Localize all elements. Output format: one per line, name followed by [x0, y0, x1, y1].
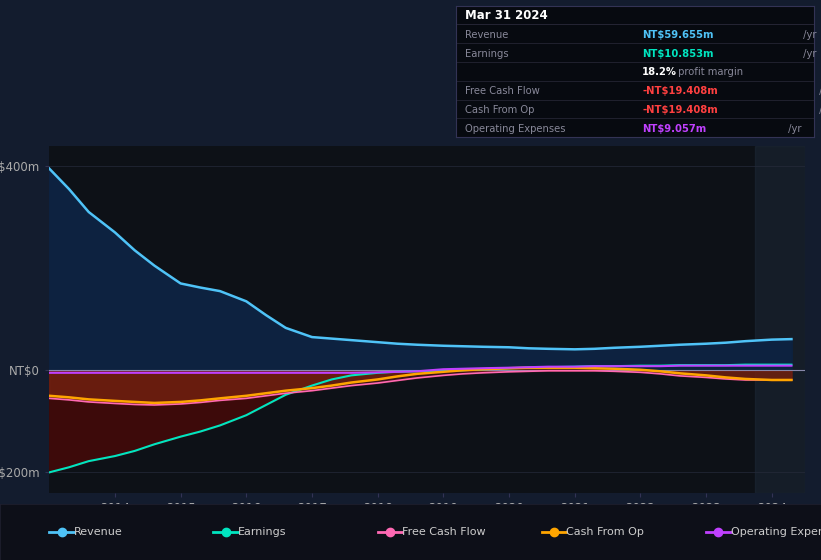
- Text: Earnings: Earnings: [238, 527, 287, 537]
- Text: 18.2%: 18.2%: [642, 67, 677, 77]
- Text: NT$59.655m: NT$59.655m: [642, 30, 713, 40]
- Text: -NT$19.408m: -NT$19.408m: [642, 105, 718, 115]
- Text: /yr: /yr: [815, 105, 821, 115]
- Text: /yr: /yr: [800, 30, 817, 40]
- Text: Operating Expenses: Operating Expenses: [465, 124, 565, 134]
- Text: Operating Expenses: Operating Expenses: [731, 527, 821, 537]
- Text: Free Cash Flow: Free Cash Flow: [402, 527, 486, 537]
- Text: /yr: /yr: [800, 49, 817, 59]
- Bar: [755, 146, 805, 493]
- Text: NT$10.853m: NT$10.853m: [642, 49, 713, 59]
- Text: Earnings: Earnings: [465, 49, 508, 59]
- Text: Revenue: Revenue: [74, 527, 122, 537]
- Text: Cash From Op: Cash From Op: [566, 527, 644, 537]
- Text: Free Cash Flow: Free Cash Flow: [465, 86, 539, 96]
- Text: profit margin: profit margin: [675, 67, 743, 77]
- Text: -NT$19.408m: -NT$19.408m: [642, 86, 718, 96]
- Text: Mar 31 2024: Mar 31 2024: [465, 10, 548, 22]
- Text: Cash From Op: Cash From Op: [465, 105, 534, 115]
- Text: /yr: /yr: [815, 86, 821, 96]
- Text: Revenue: Revenue: [465, 30, 508, 40]
- Text: /yr: /yr: [785, 124, 801, 134]
- Text: NT$9.057m: NT$9.057m: [642, 124, 706, 134]
